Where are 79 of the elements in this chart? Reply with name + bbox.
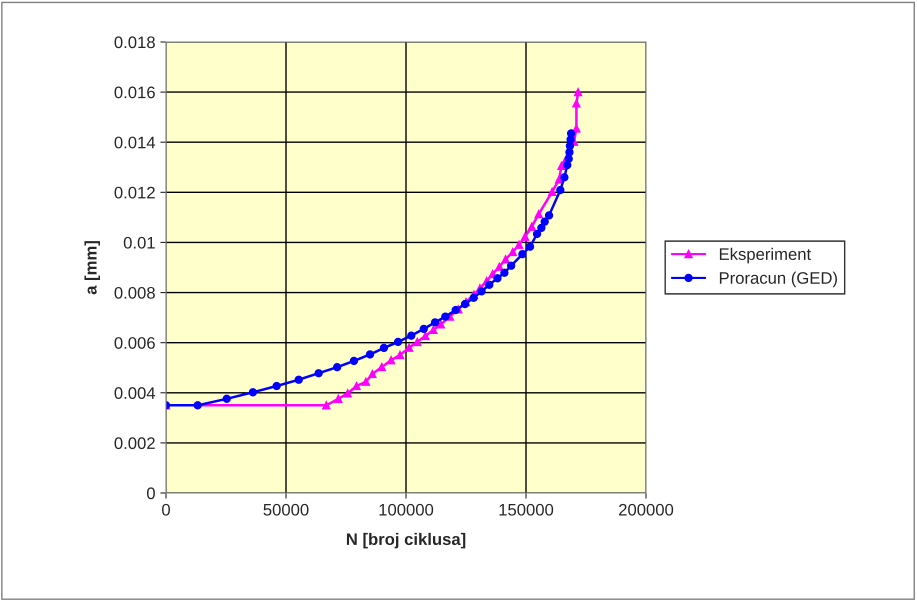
- point: [294, 376, 303, 384]
- y-axis-title: a [mm]: [84, 241, 100, 294]
- point: [574, 88, 582, 96]
- point: [564, 154, 573, 163]
- point: [514, 240, 524, 249]
- point: [470, 294, 478, 302]
- point: [368, 370, 377, 378]
- point: [495, 262, 504, 271]
- point: [518, 250, 527, 258]
- point: [540, 217, 549, 226]
- point: [430, 318, 440, 327]
- point: [566, 129, 576, 138]
- x-tick-label: 150000: [499, 504, 554, 516]
- point: [378, 362, 386, 372]
- x-tick-label: 100000: [379, 504, 434, 516]
- y-tick-label: 0.018: [114, 36, 155, 48]
- point: [534, 210, 543, 218]
- point: [544, 211, 554, 220]
- point: [344, 389, 352, 398]
- y-tick-label: 0.006: [114, 337, 155, 349]
- point: [222, 394, 231, 403]
- point: [500, 268, 509, 277]
- point: [420, 324, 428, 334]
- point: [572, 99, 581, 108]
- y-tick-label: 0.002: [114, 437, 155, 450]
- x-tick-label: 0: [162, 504, 170, 516]
- point: [477, 287, 486, 296]
- point: [537, 224, 546, 232]
- y-tick-label: 0.008: [114, 286, 155, 299]
- y-tick-label: 0: [146, 487, 155, 500]
- y-tick-label: 0.01: [124, 236, 155, 249]
- y-tick-label: 0.016: [114, 86, 155, 98]
- point: [380, 344, 388, 352]
- point: [441, 312, 450, 321]
- point: [460, 300, 470, 308]
- y-tick-label: 0.014: [114, 136, 156, 148]
- point: [366, 350, 374, 359]
- x-tick-label: 200000: [619, 504, 674, 516]
- y-tick-label: 0.012: [114, 186, 155, 199]
- point: [528, 222, 536, 231]
- legend-label: Eksperiment: [720, 248, 812, 264]
- point: [407, 331, 416, 340]
- point: [394, 338, 402, 346]
- point: [429, 326, 438, 334]
- point: [554, 175, 564, 184]
- point: [532, 230, 542, 238]
- point: [493, 274, 502, 282]
- point: [572, 124, 581, 133]
- point: [557, 162, 566, 170]
- point: [314, 369, 323, 378]
- point: [485, 280, 494, 289]
- point: [548, 188, 556, 196]
- point: [404, 344, 414, 352]
- point: [352, 382, 361, 390]
- point: [334, 394, 342, 403]
- point: [520, 232, 530, 241]
- point: [506, 262, 516, 270]
- x-axis-title: N [broj ciklusa]: [346, 532, 466, 548]
- point: [501, 255, 510, 264]
- y-tick-label: 0.004: [114, 387, 156, 399]
- point: [322, 401, 330, 410]
- point: [396, 350, 404, 360]
- point: [332, 363, 342, 372]
- point: [272, 382, 281, 390]
- point: [248, 388, 258, 396]
- point: [436, 320, 445, 329]
- point: [362, 378, 370, 386]
- point: [413, 338, 422, 346]
- point: [508, 248, 517, 256]
- legend-label: Proracun (GED): [720, 272, 837, 288]
- point: [421, 332, 430, 340]
- x-tick-label: 50000: [263, 504, 309, 516]
- point: [452, 306, 460, 314]
- point: [350, 356, 358, 366]
- point: [526, 242, 534, 251]
- point: [386, 356, 396, 364]
- point: [194, 401, 202, 410]
- point: [556, 186, 564, 194]
- point: [560, 173, 569, 182]
